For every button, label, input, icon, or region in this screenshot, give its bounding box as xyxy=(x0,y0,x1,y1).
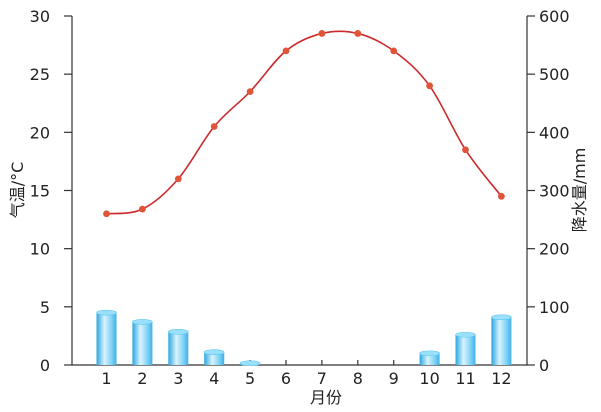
temperature-point xyxy=(103,210,110,218)
x-tick-label: 6 xyxy=(281,369,291,388)
x-tick-label: 4 xyxy=(209,369,219,388)
x-tick-label: 11 xyxy=(455,369,475,388)
axes xyxy=(71,16,528,366)
right-tick-label: 200 xyxy=(539,240,570,259)
x-tick-label: 3 xyxy=(173,369,183,388)
right-tick-label: 100 xyxy=(539,298,570,317)
left-tick-label: 5 xyxy=(40,298,50,317)
x-axis-title: 月份 xyxy=(310,388,342,407)
x-tick-label: 12 xyxy=(491,369,511,388)
x-tick-label: 5 xyxy=(245,369,255,388)
left-axis-title: 气温/°C xyxy=(8,162,27,219)
temperature-point xyxy=(354,30,362,37)
precip-bar-cap xyxy=(491,314,512,321)
temperature-point xyxy=(282,47,290,55)
right-tick-label: 300 xyxy=(539,182,570,201)
left-ticks: 0 5 10 15 20 25 30 xyxy=(30,7,72,375)
right-tick-label: 600 xyxy=(539,7,570,26)
right-tick-label: 400 xyxy=(539,123,570,142)
right-tick-label: 0 xyxy=(539,356,549,375)
x-tick-label: 8 xyxy=(353,369,363,388)
precip-bar-cap xyxy=(419,350,440,357)
temperature-line-group xyxy=(103,30,505,218)
left-tick-label: 25 xyxy=(30,65,50,84)
precip-bar-cap xyxy=(455,331,476,338)
temperature-line xyxy=(106,30,503,215)
x-ticks: 1 2 3 4 5 6 7 8 9 10 11 12 xyxy=(101,360,512,388)
temperature-point xyxy=(498,192,505,200)
precipitation-bars xyxy=(96,309,512,367)
precip-bar xyxy=(419,353,440,365)
right-axis-title: 降水量/mm xyxy=(570,148,589,233)
x-tick-label: 1 xyxy=(101,369,111,388)
left-tick-label: 0 xyxy=(40,356,50,375)
x-tick-label: 7 xyxy=(317,369,327,388)
temperature-point xyxy=(462,146,469,154)
precip-bar-cap xyxy=(132,319,153,325)
precip-bar-cap xyxy=(203,349,225,356)
x-tick-label: 10 xyxy=(419,369,439,388)
temperature-point xyxy=(426,82,433,90)
precip-bar xyxy=(455,334,476,365)
precip-bar xyxy=(96,312,117,365)
temperature-point xyxy=(318,30,326,37)
temperature-point xyxy=(390,47,398,55)
precip-bar-cap xyxy=(96,309,117,316)
left-tick-label: 20 xyxy=(30,123,50,142)
left-tick-label: 10 xyxy=(30,240,50,259)
left-tick-label: 15 xyxy=(30,182,50,201)
precip-bar xyxy=(132,321,153,365)
precip-bar xyxy=(491,317,512,365)
x-tick-label: 9 xyxy=(389,369,399,388)
precip-bar-cap xyxy=(168,329,189,335)
temperature-point xyxy=(139,205,146,213)
precip-bar xyxy=(168,331,189,365)
precip-bar xyxy=(204,352,225,365)
left-tick-label: 30 xyxy=(30,7,50,26)
temperature-point xyxy=(210,123,218,130)
temperature-point xyxy=(246,88,254,96)
temperature-point xyxy=(174,175,182,183)
precip-bar-cap xyxy=(239,360,261,367)
right-tick-label: 500 xyxy=(539,65,570,84)
right-ticks: 0 100 200 300 400 500 600 xyxy=(527,7,570,375)
x-tick-label: 2 xyxy=(137,369,147,388)
